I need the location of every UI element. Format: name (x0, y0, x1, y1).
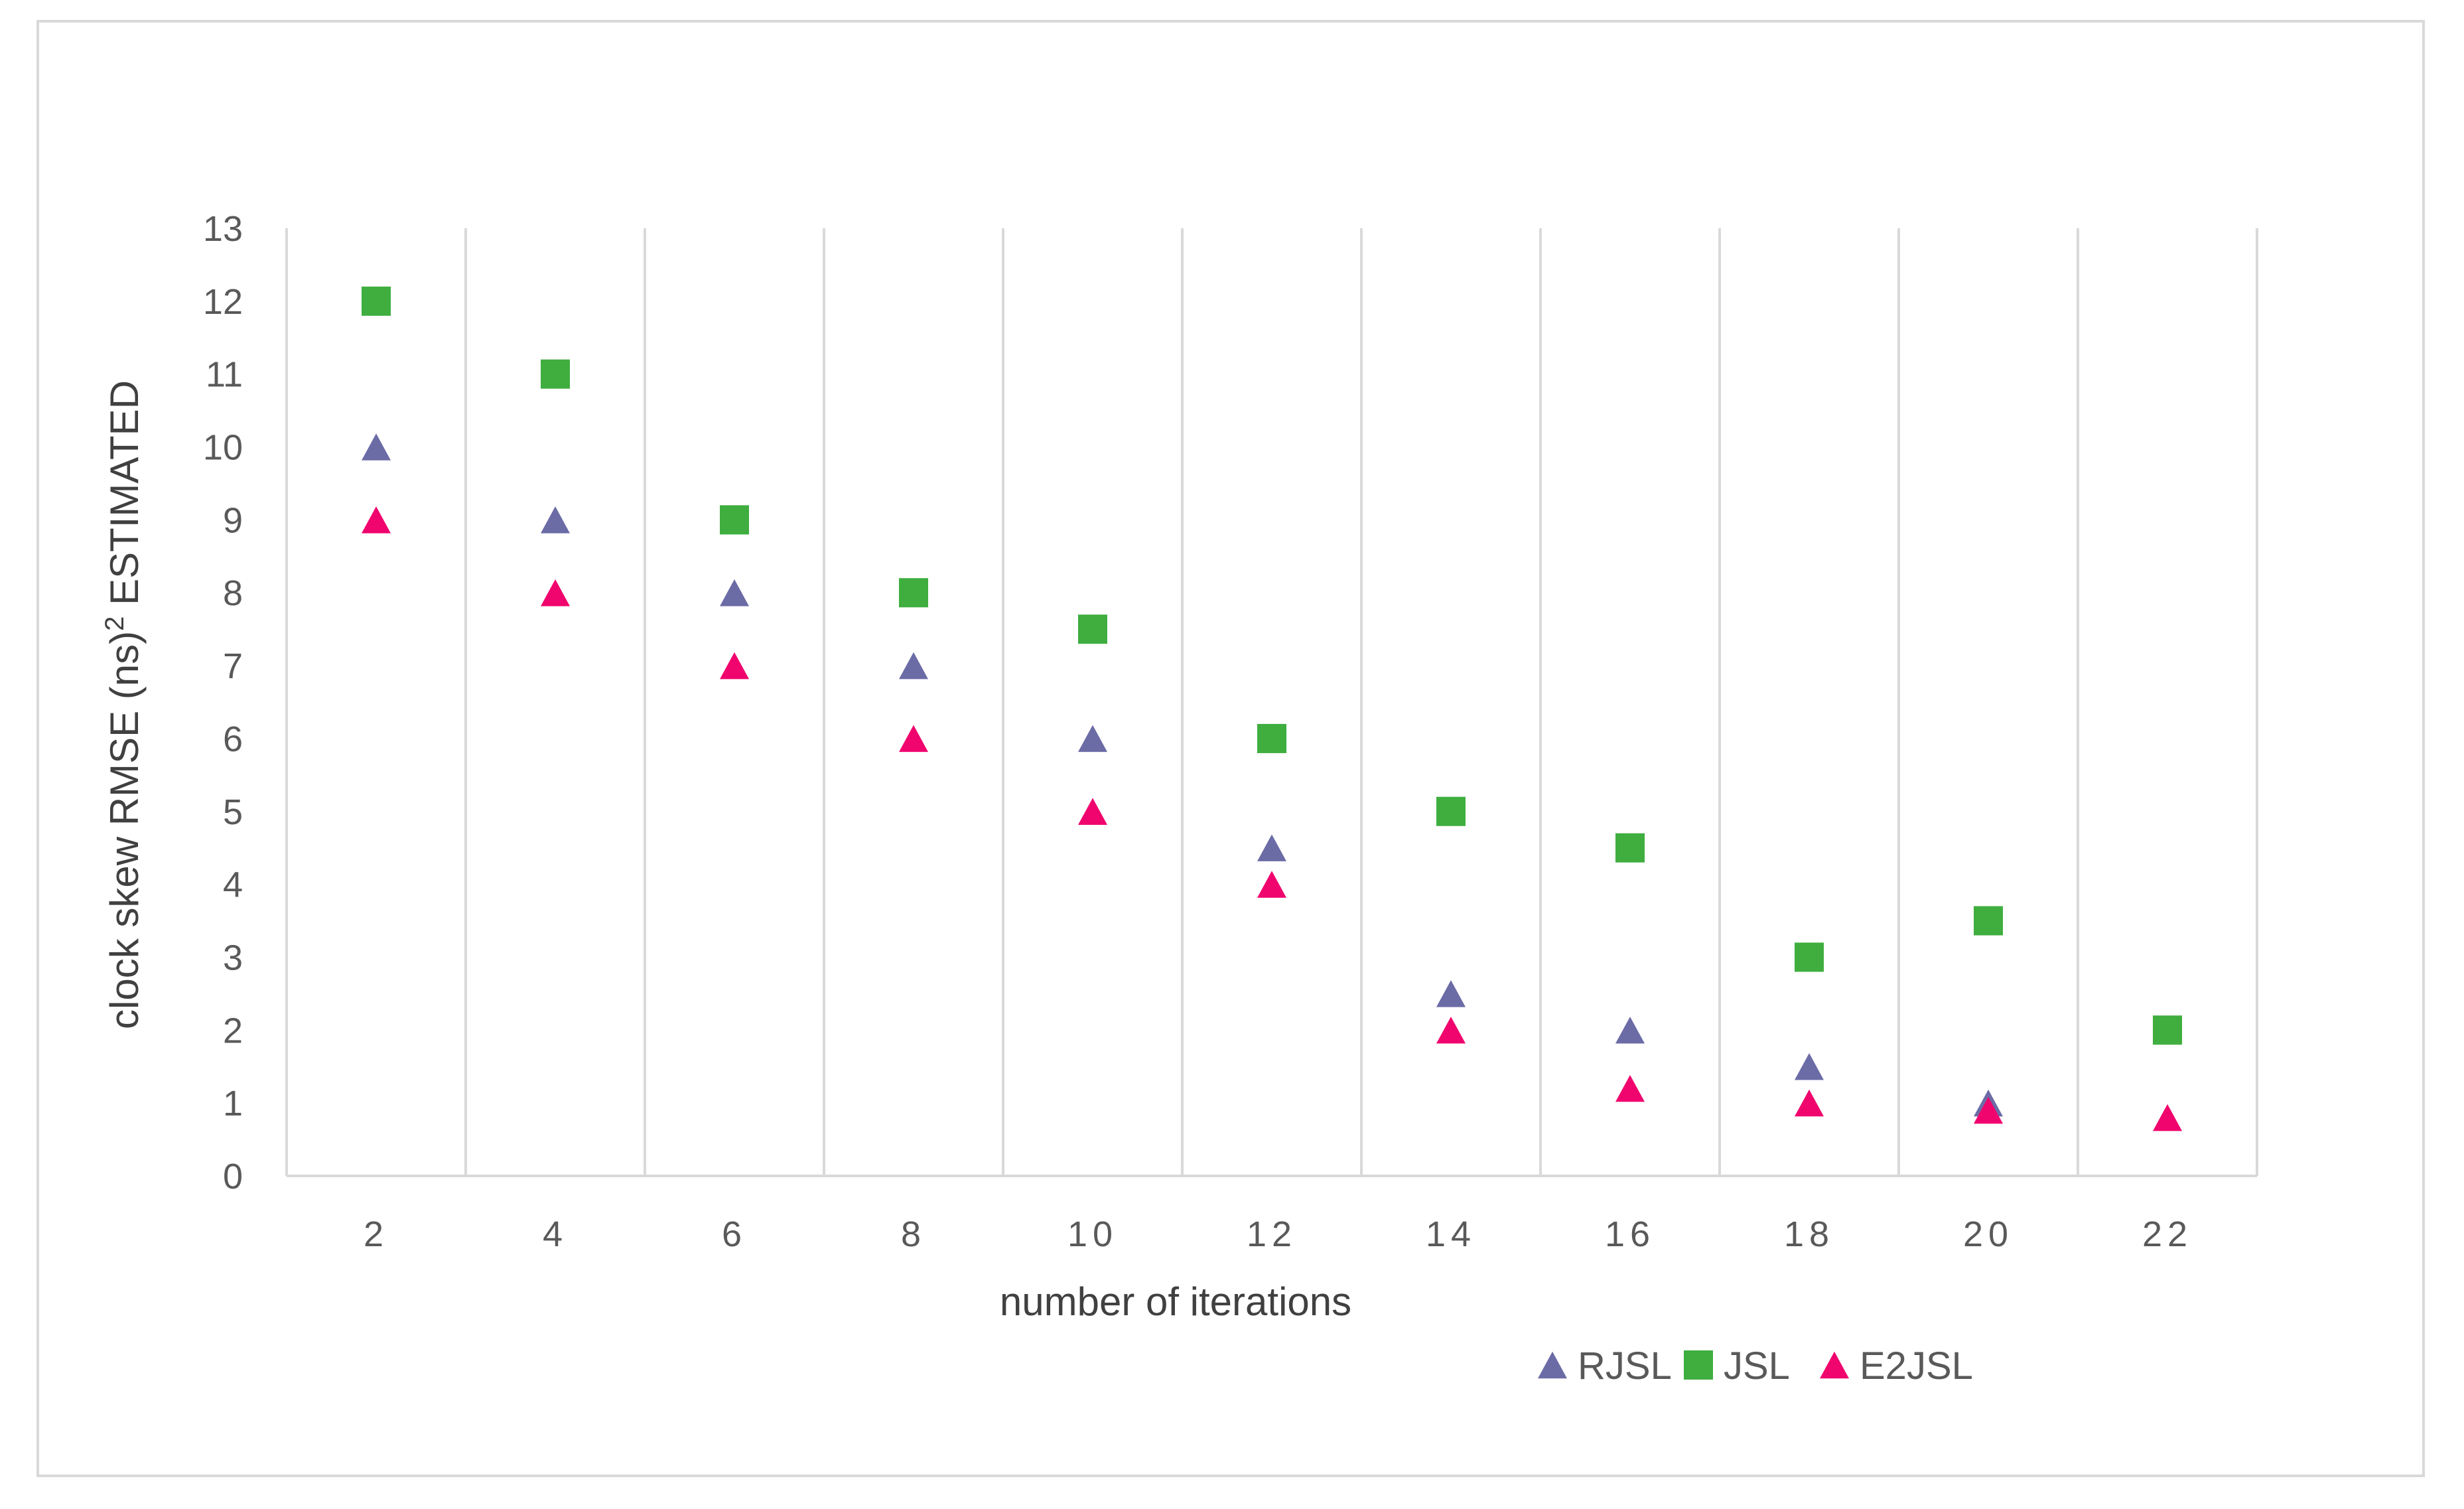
x-tick-label: 16 (1605, 1214, 1655, 1254)
legend: RJSL JSL E2JSL (1538, 1344, 1973, 1388)
y-tick-label: 3 (223, 938, 243, 977)
data-point-jsl (720, 505, 749, 535)
data-point-jsl (1436, 796, 1466, 826)
y-tick-label: 7 (223, 646, 243, 686)
data-point-jsl (1257, 723, 1286, 753)
data-point-rjsl (1257, 834, 1286, 861)
y-tick-label: 11 (206, 355, 243, 395)
data-point-rjsl (1436, 980, 1466, 1007)
y-axis-title-main: clock skew RMSE (ns) (102, 631, 147, 1029)
y-tick-label: 8 (223, 573, 243, 613)
data-point-e2jsl (1974, 1096, 2003, 1124)
x-tick-label: 20 (1963, 1214, 2014, 1254)
data-point-e2jsl (1795, 1089, 1824, 1117)
data-point-e2jsl (1257, 871, 1286, 898)
x-tick-label: 6 (722, 1214, 747, 1254)
y-tick-label: 13 (203, 209, 243, 249)
data-point-e2jsl (362, 506, 391, 534)
y-tick-label: 4 (223, 865, 243, 905)
chart-frame (36, 20, 2425, 1477)
x-tick-label: 22 (2142, 1214, 2193, 1254)
data-point-jsl (1078, 614, 1107, 644)
x-tick-label: 8 (901, 1214, 926, 1254)
data-point-e2jsl (899, 725, 928, 753)
grid-lines (285, 228, 2258, 1176)
x-tick-label: 4 (543, 1214, 568, 1254)
data-point-jsl (1795, 942, 1824, 972)
legend-label-jsl: JSL (1724, 1344, 1790, 1388)
x-axis-title: number of iterations (1000, 1279, 1351, 1324)
data-point-rjsl (362, 433, 391, 461)
legend-marker-jsl (1684, 1350, 1713, 1380)
y-tick-label: 12 (203, 282, 243, 322)
data-point-e2jsl (720, 652, 749, 680)
y-tick-label: 0 (223, 1157, 243, 1196)
data-points (362, 286, 2182, 1131)
x-tick-label: 14 (1426, 1214, 1476, 1254)
data-point-jsl (1974, 906, 2003, 936)
data-point-e2jsl (541, 579, 570, 607)
data-point-jsl (2153, 1015, 2182, 1045)
y-tick-label: 9 (223, 500, 243, 540)
y-tick-label: 2 (223, 1011, 243, 1050)
legend-label-rjsl: RJSL (1578, 1344, 1672, 1388)
y-axis-title-suffix: ESTIMATED (102, 380, 147, 616)
y-tick-label: 10 (203, 428, 243, 468)
x-tick-label: 18 (1784, 1214, 1834, 1254)
x-tick-label: 10 (1067, 1214, 1118, 1254)
data-point-rjsl (1615, 1017, 1645, 1044)
data-point-jsl (899, 578, 928, 608)
data-point-rjsl (1078, 725, 1107, 753)
y-tick-label: 6 (223, 719, 243, 759)
y-tick-label: 1 (223, 1084, 243, 1123)
y-axis-title-superscript: 2 (100, 616, 129, 631)
legend-label-e2jsl: E2JSL (1860, 1344, 1973, 1388)
data-point-e2jsl (1615, 1074, 1645, 1102)
x-tick-label: 2 (364, 1214, 389, 1254)
data-point-e2jsl (1078, 798, 1107, 826)
legend-marker-rjsl (1538, 1351, 1567, 1379)
x-tick-labels: 2 4 6 8 10 12 14 16 18 20 22 (364, 1214, 2193, 1254)
data-point-e2jsl (2153, 1104, 2182, 1131)
data-point-jsl (541, 359, 570, 389)
x-tick-label: 12 (1247, 1214, 1297, 1254)
y-tick-label: 5 (223, 792, 243, 832)
data-point-rjsl (720, 579, 749, 607)
data-point-rjsl (541, 506, 570, 534)
legend-marker-e2jsl (1820, 1351, 1849, 1379)
data-point-jsl (1615, 833, 1645, 863)
data-point-rjsl (1795, 1052, 1824, 1080)
data-point-e2jsl (1436, 1017, 1466, 1044)
data-point-rjsl (899, 652, 928, 680)
y-axis-title: clock skew RMSE (ns)2 ESTIMATED (100, 380, 147, 1029)
data-point-jsl (362, 286, 391, 316)
